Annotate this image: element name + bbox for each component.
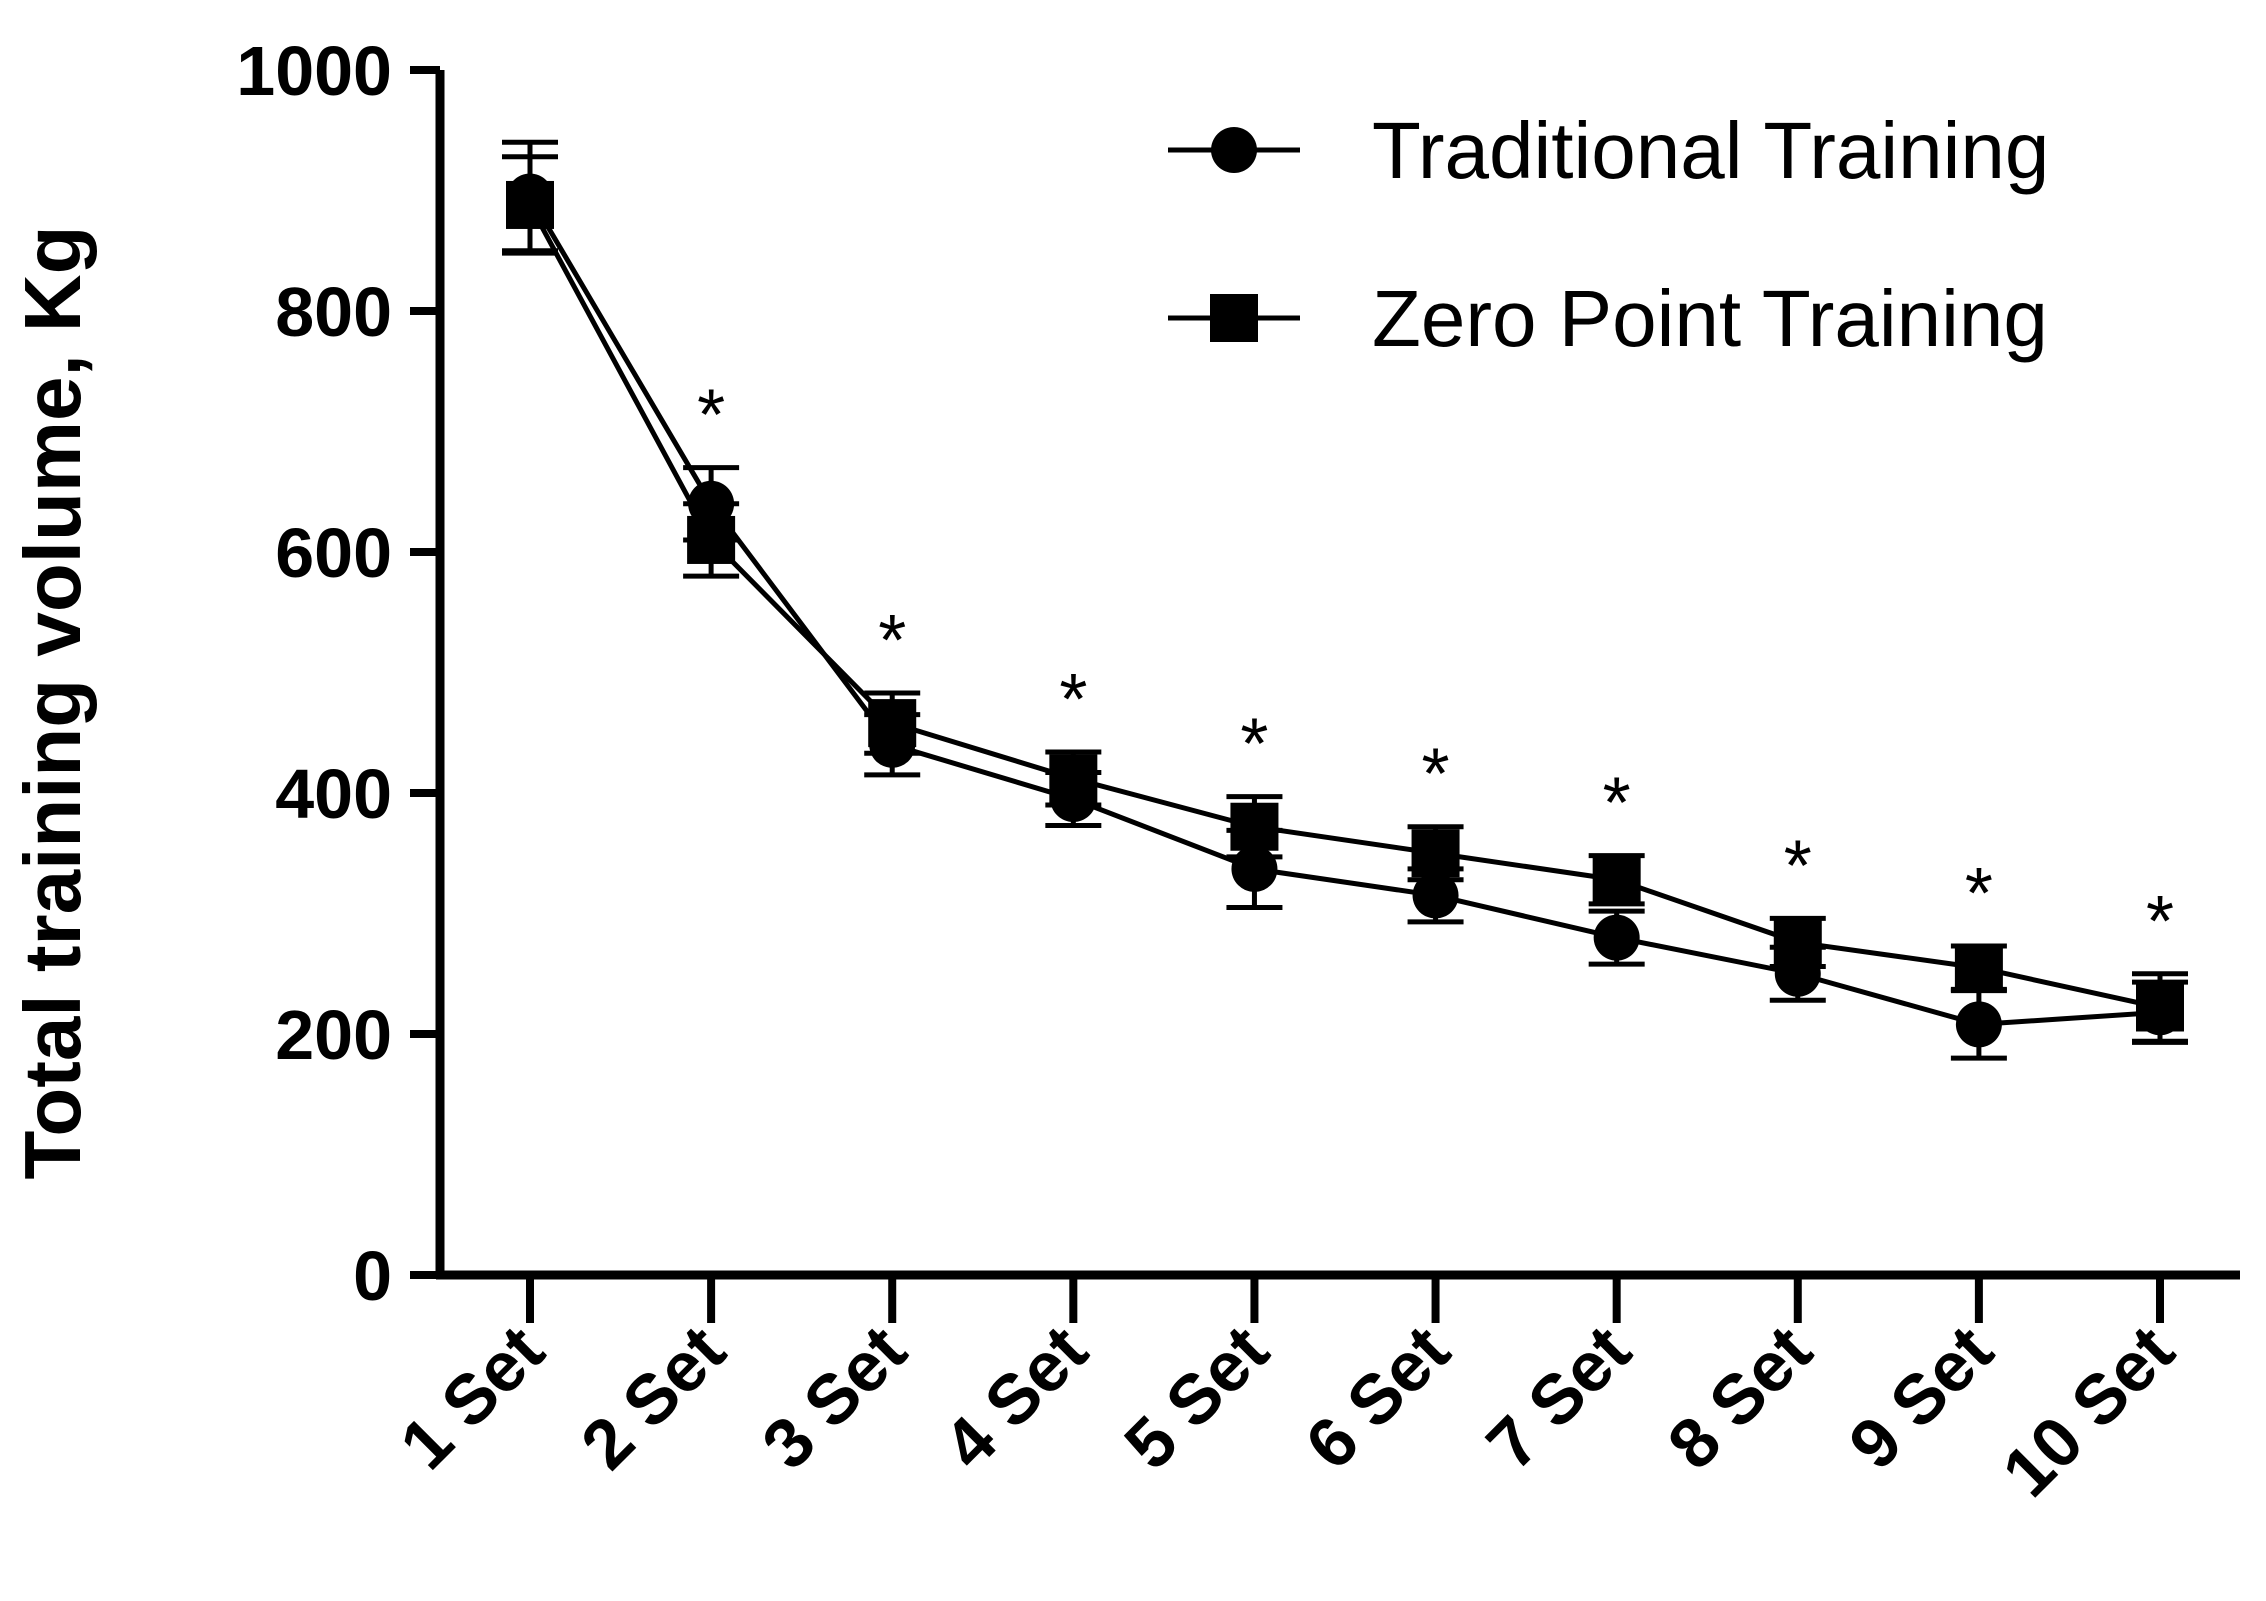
- significance-asterisk: *: [1603, 764, 1631, 844]
- significance-asterisk: *: [1422, 735, 1450, 815]
- x-tick-label: 10 Set: [1988, 1310, 2189, 1511]
- data-point-zero-point: [687, 515, 736, 564]
- data-point-zero-point: [2136, 983, 2184, 1032]
- x-tick-label: 2 Set: [566, 1310, 739, 1483]
- y-tick-label: 800: [275, 273, 392, 351]
- significance-asterisk: *: [2146, 882, 2174, 962]
- legend: Traditional Training Zero Point Training: [1168, 106, 2049, 363]
- significance-asterisk: *: [1784, 826, 1812, 906]
- y-tick-label: 200: [275, 996, 392, 1074]
- data-point-traditional: [1231, 845, 1278, 892]
- y-tick-label: 1000: [236, 32, 392, 110]
- data-point-zero-point: [1230, 802, 1279, 851]
- series-markers: [506, 173, 2184, 1048]
- data-point-traditional: [1955, 1001, 2002, 1048]
- legend-marker-circle: [1211, 127, 1257, 173]
- significance-asterisk: *: [1059, 660, 1087, 740]
- x-tick-label: 9 Set: [1834, 1310, 2007, 1483]
- x-tick-label: 3 Set: [747, 1310, 920, 1483]
- x-tick-label: 4 Set: [928, 1310, 1101, 1483]
- data-point-zero-point: [1773, 918, 1822, 967]
- x-tick-label: 1 Set: [385, 1310, 558, 1483]
- series-line-traditional: [527, 195, 2161, 1027]
- y-tick-label: 600: [275, 514, 392, 592]
- significance-marks: * * * * * * * * *: [697, 376, 2174, 962]
- axes: 0 200 400 600 800 1000 1 Set 2 Set 3 Set 4 Set 5 S…: [8, 32, 2240, 1511]
- significance-asterisk: *: [1240, 705, 1268, 785]
- y-tick-label: 400: [275, 755, 392, 833]
- legend-label: Traditional Training: [1372, 106, 2049, 195]
- significance-asterisk: *: [697, 376, 725, 456]
- series-lines: [527, 195, 2161, 1027]
- data-point-traditional: [1412, 872, 1459, 919]
- data-point-zero-point: [1954, 943, 2003, 992]
- x-tick-label: 7 Set: [1472, 1310, 1645, 1483]
- legend-label: Zero Point Training: [1372, 274, 2048, 363]
- x-tick-label: 5 Set: [1110, 1310, 1283, 1483]
- data-point-zero-point: [1592, 855, 1641, 904]
- data-point-zero-point: [1411, 829, 1460, 878]
- data-point-traditional: [688, 480, 735, 527]
- significance-asterisk: *: [1965, 854, 1993, 934]
- significance-asterisk: *: [878, 601, 906, 681]
- data-point-zero-point: [868, 699, 917, 748]
- y-tick-label: 0: [353, 1237, 392, 1315]
- data-point-zero-point: [506, 180, 554, 229]
- x-tick-label: 8 Set: [1653, 1310, 1826, 1483]
- data-point-zero-point: [1049, 754, 1098, 803]
- series-line-zero-point: [527, 203, 2161, 1010]
- data-point-traditional: [1593, 914, 1640, 961]
- x-tick-label: 6 Set: [1291, 1310, 1464, 1483]
- legend-marker-square: [1210, 294, 1258, 342]
- y-axis-title: Total training volume, Kg: [8, 225, 97, 1179]
